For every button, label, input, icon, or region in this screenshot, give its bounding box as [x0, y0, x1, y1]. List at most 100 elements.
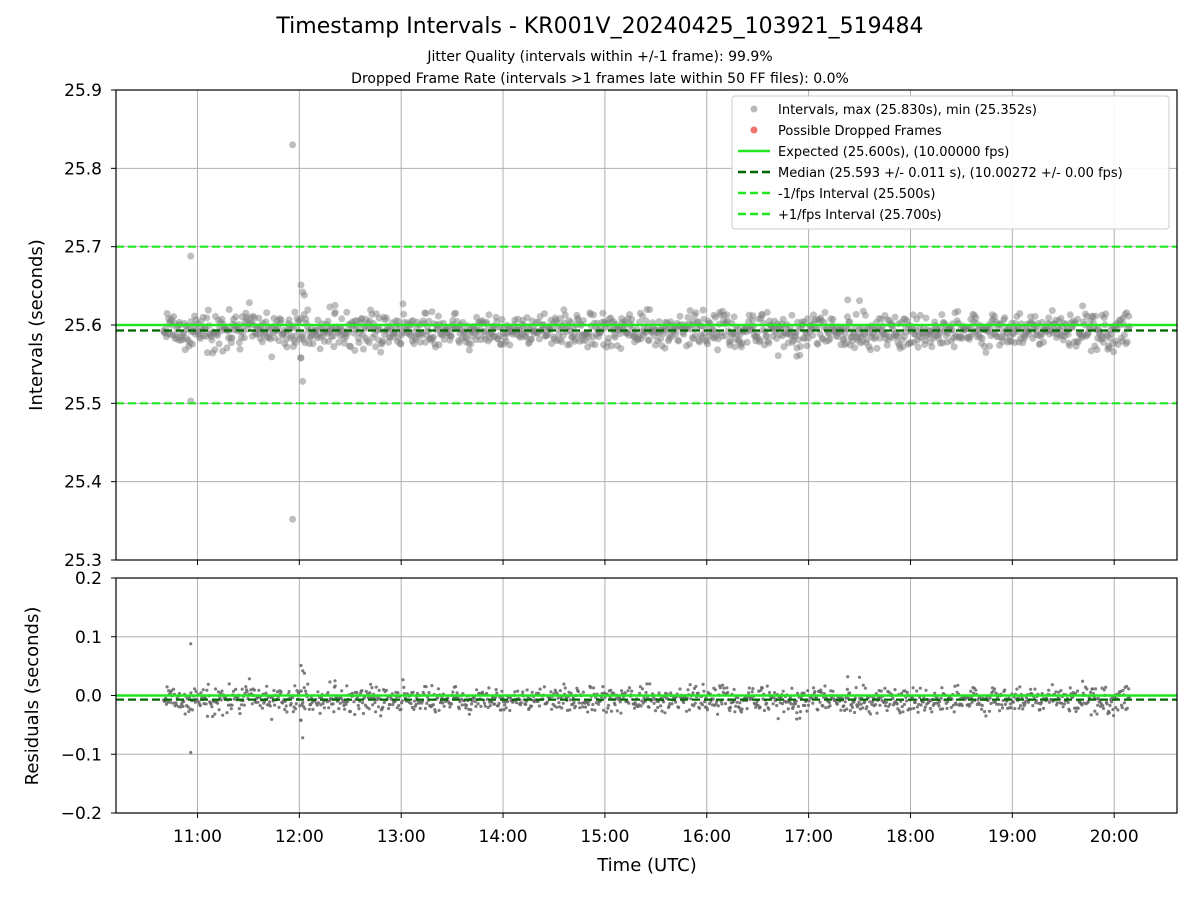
interval-point: [208, 336, 216, 344]
residual-point: [433, 710, 438, 714]
residual-point: [328, 680, 332, 684]
interval-point: [452, 309, 460, 317]
bottom-y-tick-label: 0.0: [75, 687, 102, 707]
residual-point: [186, 705, 190, 709]
residual-point: [168, 700, 172, 704]
interval-point: [379, 337, 387, 345]
residual-point: [460, 703, 464, 707]
residual-point: [969, 689, 973, 693]
interval-point: [485, 311, 493, 319]
residual-point: [891, 697, 895, 701]
interval-point: [382, 314, 390, 322]
residual-point: [915, 705, 920, 709]
legend-entry-expected: Expected (25.600s), (10.00000 fps): [778, 145, 1009, 160]
interval-point: [225, 306, 233, 313]
residual-point: [1100, 686, 1104, 690]
residual-point: [670, 702, 674, 706]
residual-point: [402, 685, 406, 690]
interval-point: [1093, 346, 1101, 354]
residual-point: [980, 707, 984, 711]
residual-point: [590, 708, 594, 712]
residual-point: [811, 686, 816, 690]
interval-point: [655, 318, 663, 326]
interval-point: [1074, 315, 1081, 323]
legend-entry-intervals: Intervals, max (25.830s), min (25.352s): [778, 103, 1037, 118]
residual-point: [412, 707, 416, 712]
residual-point: [475, 688, 479, 692]
residual-point: [859, 702, 863, 706]
residual-point: [586, 702, 591, 707]
interval-point: [991, 312, 999, 320]
residual-point: [279, 690, 283, 694]
interval-point: [599, 309, 607, 317]
residual-point: [790, 686, 794, 690]
residual-point: [873, 703, 878, 707]
residual-point: [692, 704, 696, 708]
residual-point: [502, 708, 506, 712]
interval-point: [365, 339, 373, 347]
interval-point: [289, 141, 297, 149]
residual-point: [1080, 703, 1084, 707]
residual-point: [823, 684, 827, 688]
residual-point: [767, 690, 772, 695]
interval-point: [1125, 312, 1133, 320]
residual-point: [1081, 679, 1085, 683]
x-tick-label: 16:00: [682, 827, 731, 847]
residual-point: [819, 690, 824, 695]
chart-title: Timestamp Intervals - KR001V_20240425_10…: [276, 14, 924, 39]
residual-point: [885, 708, 889, 713]
residual-point: [591, 702, 595, 707]
interval-point: [743, 338, 751, 346]
dropped-frame-subtitle: Dropped Frame Rate (intervals >1 frames …: [351, 71, 849, 87]
residual-point: [633, 706, 637, 710]
legend-entry-dropped: Possible Dropped Frames: [778, 124, 942, 139]
residual-point: [691, 691, 695, 695]
interval-point: [978, 334, 986, 342]
residual-point: [716, 712, 720, 716]
interval-point: [215, 340, 223, 348]
interval-point: [428, 308, 436, 316]
residual-point: [1127, 687, 1131, 691]
residual-point: [1112, 714, 1116, 718]
residual-point: [789, 702, 793, 706]
residual-point: [940, 686, 944, 690]
residual-point: [725, 686, 729, 690]
residual-point: [1017, 706, 1021, 710]
residual-point: [791, 705, 795, 709]
residual-point: [301, 736, 305, 740]
residual-point: [257, 688, 261, 692]
residual-point: [735, 700, 739, 704]
residual-point: [221, 713, 225, 717]
interval-point: [1100, 338, 1107, 346]
residual-point: [234, 687, 238, 692]
residual-point: [606, 706, 610, 710]
interval-point: [1066, 342, 1074, 349]
residual-point: [901, 710, 905, 714]
residual-point: [326, 691, 330, 695]
residual-point: [1120, 706, 1124, 710]
residual-point: [660, 709, 664, 713]
interval-point: [922, 314, 930, 322]
residual-point: [684, 709, 689, 713]
residual-point: [217, 708, 221, 712]
interval-point: [204, 306, 212, 314]
residual-point: [229, 707, 233, 711]
residual-point: [464, 703, 469, 707]
residual-point: [845, 707, 849, 711]
residual-point: [482, 701, 487, 705]
residual-point: [167, 689, 171, 693]
residual-point: [395, 706, 399, 710]
residual-point: [436, 687, 440, 691]
residual-point: [1033, 687, 1037, 691]
residual-point: [750, 690, 754, 694]
residual-point: [348, 709, 352, 714]
residual-point: [688, 683, 692, 687]
residual-point: [299, 689, 303, 693]
residual-point: [345, 684, 349, 688]
residual-point: [878, 703, 882, 707]
residual-point: [806, 689, 810, 693]
residual-point: [1075, 689, 1080, 693]
residual-point: [285, 710, 289, 714]
residual-point: [364, 689, 368, 694]
residual-point: [174, 703, 179, 707]
